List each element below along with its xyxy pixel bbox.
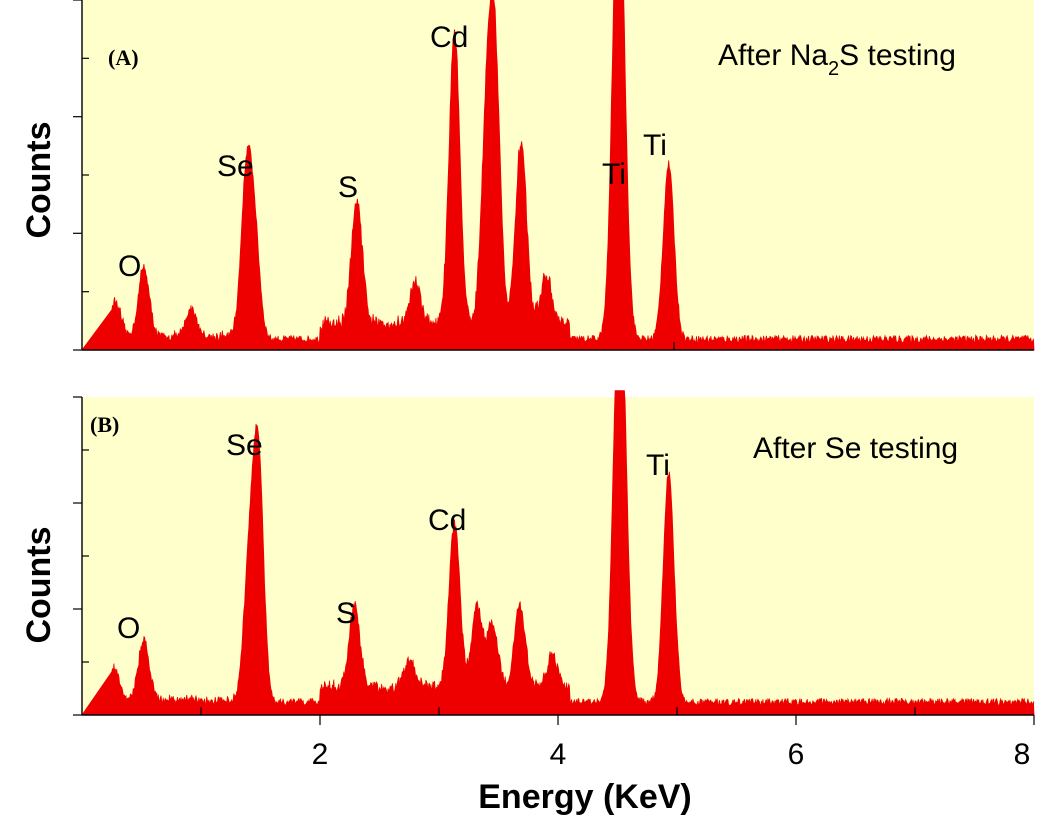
peak-label-a-o: O xyxy=(118,250,141,283)
spectrum-area xyxy=(81,0,1035,351)
y-axis-label-b: Counts xyxy=(20,526,58,643)
peak-label-b-s: S xyxy=(336,597,356,630)
peak-label-a-ti-2: Ti xyxy=(643,129,667,162)
panel-b: 2 4 6 8 (B) After Se testing Counts Energy … xyxy=(20,390,1035,816)
panel-a: (A) After Na2S testing Counts O Se S Cd … xyxy=(20,0,1035,351)
x-tick-label: 8 xyxy=(1014,738,1031,771)
spectrum-b xyxy=(81,390,1035,716)
peak-label-b-ti: Ti xyxy=(646,449,670,482)
peak-label-a-se: Se xyxy=(217,150,254,183)
peak-label-a-ti-1: Ti xyxy=(602,158,626,191)
peak-label-b-o: O xyxy=(117,612,140,645)
peak-label-b-cd: Cd xyxy=(428,504,466,537)
spectrum-area xyxy=(81,390,1035,716)
x-tick-label: 4 xyxy=(550,738,567,771)
y-ticks-a xyxy=(73,0,89,351)
panel-tag-b: (B) xyxy=(90,412,119,437)
annotation-a-suffix: S testing xyxy=(839,39,956,72)
peak-label-a-cd: Cd xyxy=(430,21,468,54)
spectrum-a xyxy=(81,0,1035,351)
x-ticks-b: 2 4 6 8 xyxy=(200,707,1035,771)
y-axis-label-a: Counts xyxy=(20,121,58,238)
y-ticks-b xyxy=(73,396,89,716)
annotation-a-prefix: After Na xyxy=(718,39,828,72)
annotation-b: After Se testing xyxy=(753,432,958,465)
annotation-a-subscript: 2 xyxy=(828,58,839,80)
x-tick-label: 2 xyxy=(312,738,329,771)
x-axis-label: Energy (KeV) xyxy=(478,778,692,816)
peak-label-a-s: S xyxy=(338,171,358,204)
annotation-a: After Na2S testing xyxy=(718,39,956,80)
peak-label-b-se: Se xyxy=(226,429,263,462)
x-tick-label: 6 xyxy=(788,738,805,771)
panel-tag-a: (A) xyxy=(108,45,139,70)
